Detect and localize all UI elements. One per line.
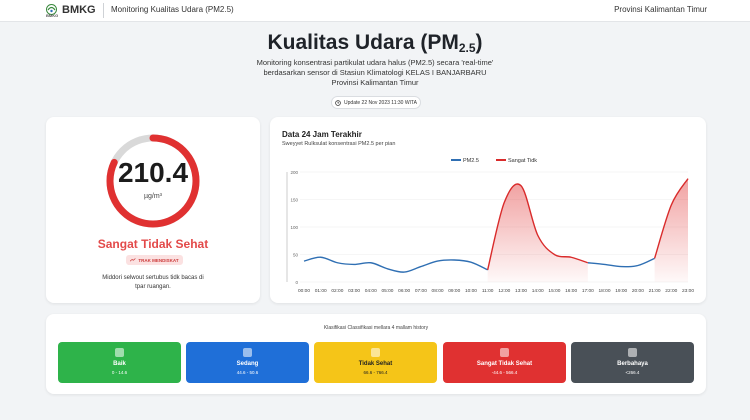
category-sedang: Sedang 44.6 - 50.6 [186,342,309,383]
x-tick-label: 01:00 [315,288,327,294]
y-tick-label: 0 [295,280,298,285]
brand[interactable]: BMKG BMKG [45,2,96,18]
current-reading-card: 210.4 µg/m³ Sangat Tidak Sehat TRAK MEND… [46,117,260,303]
trend-up-icon [130,258,137,262]
description-line-2: berdasarkan sensor di Stasiun Klimatolog… [263,68,487,77]
x-tick-label: 12:00 [498,288,510,294]
series-line [587,257,655,268]
category-range: 0 - 14.6 [111,370,128,375]
y-tick-label: 50 [293,253,299,258]
category-range: -44.6 - 566.4 [491,370,518,375]
category-sangat-tidak-sehat: Sangat Tidak Sehat -44.6 - 566.4 [443,342,566,383]
category-name: Sangat Tidak Sehat [476,361,533,367]
x-tick-label: 09:00 [448,288,460,294]
pm25-unit: µg/m³ [143,193,163,200]
x-tick-label: 03:00 [348,288,360,294]
header-divider [103,3,104,18]
x-tick-label: 11:00 [482,288,494,294]
top-navigation-bar: BMKG BMKG Monitoring Kualitas Udara (PM2… [0,0,750,22]
air-quality-status: Sangat Tidak Sehat [97,237,209,251]
page-title-subscript: 2.5 [458,41,476,55]
x-tick-label: 19:00 [615,288,627,294]
health-advice: Middori selwout sertubus tidk bacas di t… [102,275,204,290]
category-range: <266.4 [625,370,640,375]
y-tick-label: 100 [290,225,298,230]
x-tick-label: 21:00 [649,288,661,294]
y-tick-label: 150 [290,198,298,203]
series-area [654,178,688,282]
page-title-end: ) [475,31,483,54]
bmkg-logo-icon: BMKG [45,2,59,18]
x-tick-label: 14:00 [532,288,544,294]
gauge-fill-arc [106,134,200,228]
legend-label: Sangat Tidk [508,158,537,164]
description-line-1: Monitoring konsentrasi partikulat udara … [256,58,494,67]
x-tick-label: 04:00 [365,288,377,294]
y-tick-label: 200 [290,170,298,175]
x-tick-label: 10:00 [465,288,477,294]
category-name: Baik [113,361,126,367]
x-tick-label: 23:00 [682,288,694,294]
description-line-3: Provinsi Kalimantan Timur [331,78,419,87]
update-timestamp-badge: Update 22 Nov 2023 11:30 WITA [331,96,421,109]
chart-title: Data 24 Jam Terakhir [282,130,362,139]
x-tick-label: 07:00 [415,288,427,294]
x-tick-label: 08:00 [432,288,444,294]
category-tidak-sehat: Tidak Sehat 66.6 - 766.4 [314,342,437,383]
clock-icon [335,99,341,106]
category-square-icon [115,348,124,357]
category-berbahaya: Berbahaya <266.4 [571,342,694,383]
classification-card: Klasifikasi Classifikasi mellara 4 malla… [46,314,706,394]
series-line [653,178,689,259]
series-line [303,256,488,273]
line-chart: 0 50 100 150 200 00:00 01:00 02:00 03:00 04:00 05:… [286,158,694,294]
trend-badge: TRAK MENDISKAT [126,255,183,265]
x-tick-label: 22:00 [665,288,677,294]
x-tick-label: 06:00 [398,288,410,294]
category-name: Berbahaya [617,361,648,367]
pm25-value: 210.4 [117,157,189,188]
category-square-icon [371,348,380,357]
trend-badge-label: TRAK MENDISKAT [138,257,179,263]
update-timestamp-text: Update 22 Nov 2023 11:30 WITA [344,99,417,106]
x-tick-label: 18:00 [599,288,611,294]
series-area [487,183,588,282]
chart-card: Data 24 Jam Terakhir Sweyyet Rulksulat k… [270,117,706,303]
x-tick-label: 16:00 [565,288,577,294]
header-region-link[interactable]: Provinsi Kalimantan Timur [614,5,707,14]
category-square-icon [500,348,509,357]
category-square-icon [628,348,637,357]
category-name: Sedang [236,361,259,367]
x-tick-label: 13:00 [515,288,527,294]
x-tick-label: 20:00 [632,288,644,294]
x-tick-label: 05:00 [381,288,393,294]
x-tick-label: 00:00 [298,288,310,294]
x-tick-label: 15:00 [548,288,560,294]
page-title: Kualitas Udara (PM2.5) [0,31,750,55]
classification-title: Klasifikasi Classifikasi mellara 4 malla… [323,325,429,331]
category-baik: Baik 0 - 14.6 [58,342,181,383]
category-range: 44.6 - 50.6 [236,370,259,375]
chart-subtitle: Sweyyet Rulksulat konsentrasi PM2.5 per … [282,141,396,147]
brand-name: BMKG [62,4,96,16]
category-square-icon [243,348,252,357]
brand-logo-caption: BMKG [46,13,59,18]
series-line [486,183,589,271]
page-title-main: Kualitas Udara (PM [267,31,459,54]
page-description: Monitoring konsentrasi partikulat udara … [225,58,525,88]
aqi-gauge [105,133,201,229]
x-tick-label: 17:00 [582,288,594,294]
category-name: Tidak Sehat [358,361,393,367]
category-range: 66.6 - 766.4 [363,370,388,375]
legend-label: PM2.5 [463,158,479,164]
x-tick-label: 02:00 [331,288,343,294]
header-title: Monitoring Kualitas Udara (PM2.5) [111,5,234,14]
